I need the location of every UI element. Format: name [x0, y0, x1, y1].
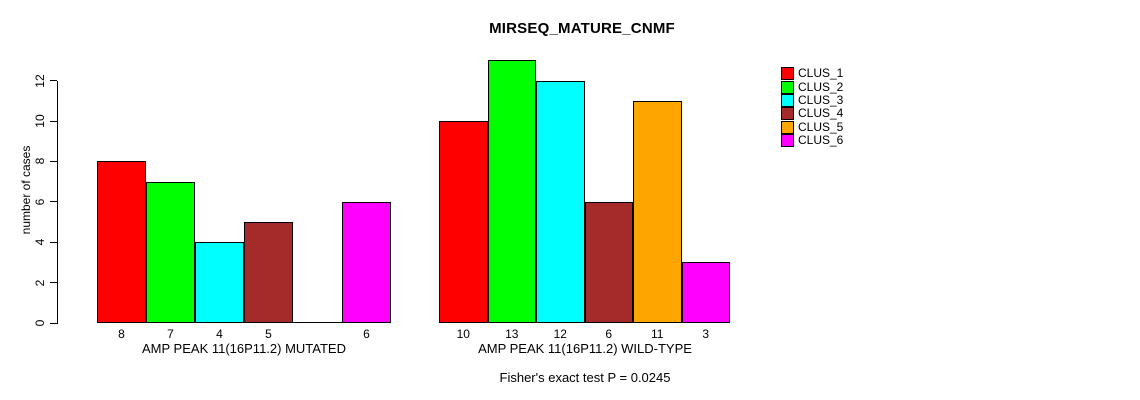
legend: CLUS_1 CLUS_2 CLUS_3 CLUS_4 CLUS_5 CLUS_6: [781, 66, 844, 148]
legend-swatch-icon: [781, 107, 794, 121]
y-axis-tick-label: 4: [33, 238, 47, 246]
y-axis-tick: [50, 80, 57, 82]
bar-clus_6: [342, 201, 391, 323]
legend-swatch-icon: [781, 93, 794, 107]
bar-clus_3: [195, 242, 244, 323]
bar-clus_6: [681, 262, 730, 323]
y-axis-tick: [50, 160, 57, 162]
bar-clus_4: [244, 222, 293, 323]
y-axis-tick: [50, 322, 57, 324]
bar-count-label: 11: [651, 327, 664, 341]
y-axis-tick-label: 8: [33, 158, 47, 165]
legend-swatch-icon: [781, 80, 794, 94]
legend-label: CLUS_4: [798, 106, 844, 121]
chart-title: MIRSEQ_MATURE_CNMF: [489, 20, 675, 37]
legend-item: CLUS_1: [781, 66, 844, 81]
legend-swatch-icon: [781, 67, 794, 81]
bar-clus_2: [487, 60, 536, 323]
legend-label: CLUS_5: [798, 119, 844, 134]
legend-label: CLUS_3: [798, 92, 844, 107]
y-axis-line: [57, 80, 58, 324]
bar-count-label: 6: [363, 327, 370, 341]
legend-label: CLUS_1: [798, 66, 844, 81]
y-axis-tick-label: 2: [33, 279, 47, 286]
bar-clus_1: [97, 161, 146, 323]
legend-swatch-icon: [781, 134, 794, 148]
bar-clus_3: [536, 80, 585, 323]
y-axis-tick: [50, 282, 57, 284]
bar-zero-line: [293, 322, 342, 323]
legend-swatch-icon: [781, 120, 794, 134]
legend-item: CLUS_3: [781, 92, 844, 107]
group-label-wild-type: AMP PEAK 11(16P11.2) WILD-TYPE: [478, 341, 692, 356]
y-axis-tick: [50, 201, 57, 203]
y-axis-tick-label: 0: [33, 319, 47, 327]
y-axis-tick-label: 12: [33, 73, 47, 88]
bar-clus_4: [584, 201, 633, 323]
bar-clus_5: [633, 100, 682, 323]
y-axis-tick: [50, 120, 57, 122]
legend-item: CLUS_6: [781, 133, 844, 148]
bar-count-label: 7: [167, 327, 174, 341]
legend-item: CLUS_4: [781, 106, 844, 121]
legend-item: CLUS_5: [781, 119, 844, 134]
bar-count-label: 8: [118, 327, 125, 341]
bar-count-label: 12: [553, 327, 567, 341]
bar-count-label: 10: [456, 327, 470, 341]
bar-count-label: 3: [702, 327, 710, 341]
bar-count-label: 4: [216, 327, 223, 341]
bar-count-label: 5: [265, 327, 272, 341]
footnote: Fisher's exact test P = 0.0245: [499, 370, 671, 385]
y-axis-tick-label: 6: [33, 198, 47, 206]
bar-count-label: 13: [505, 327, 519, 341]
legend-label: CLUS_2: [798, 79, 844, 94]
bar-count-label: 6: [605, 327, 613, 341]
bar-clus_2: [146, 181, 195, 323]
bar-clus_1: [439, 121, 488, 323]
legend-label: CLUS_6: [798, 133, 844, 148]
legend-item: CLUS_2: [781, 79, 844, 94]
group-label-mutated: AMP PEAK 11(16P11.2) MUTATED: [142, 341, 346, 356]
y-axis-tick-label: 10: [33, 114, 47, 128]
y-axis-tick: [50, 241, 57, 243]
